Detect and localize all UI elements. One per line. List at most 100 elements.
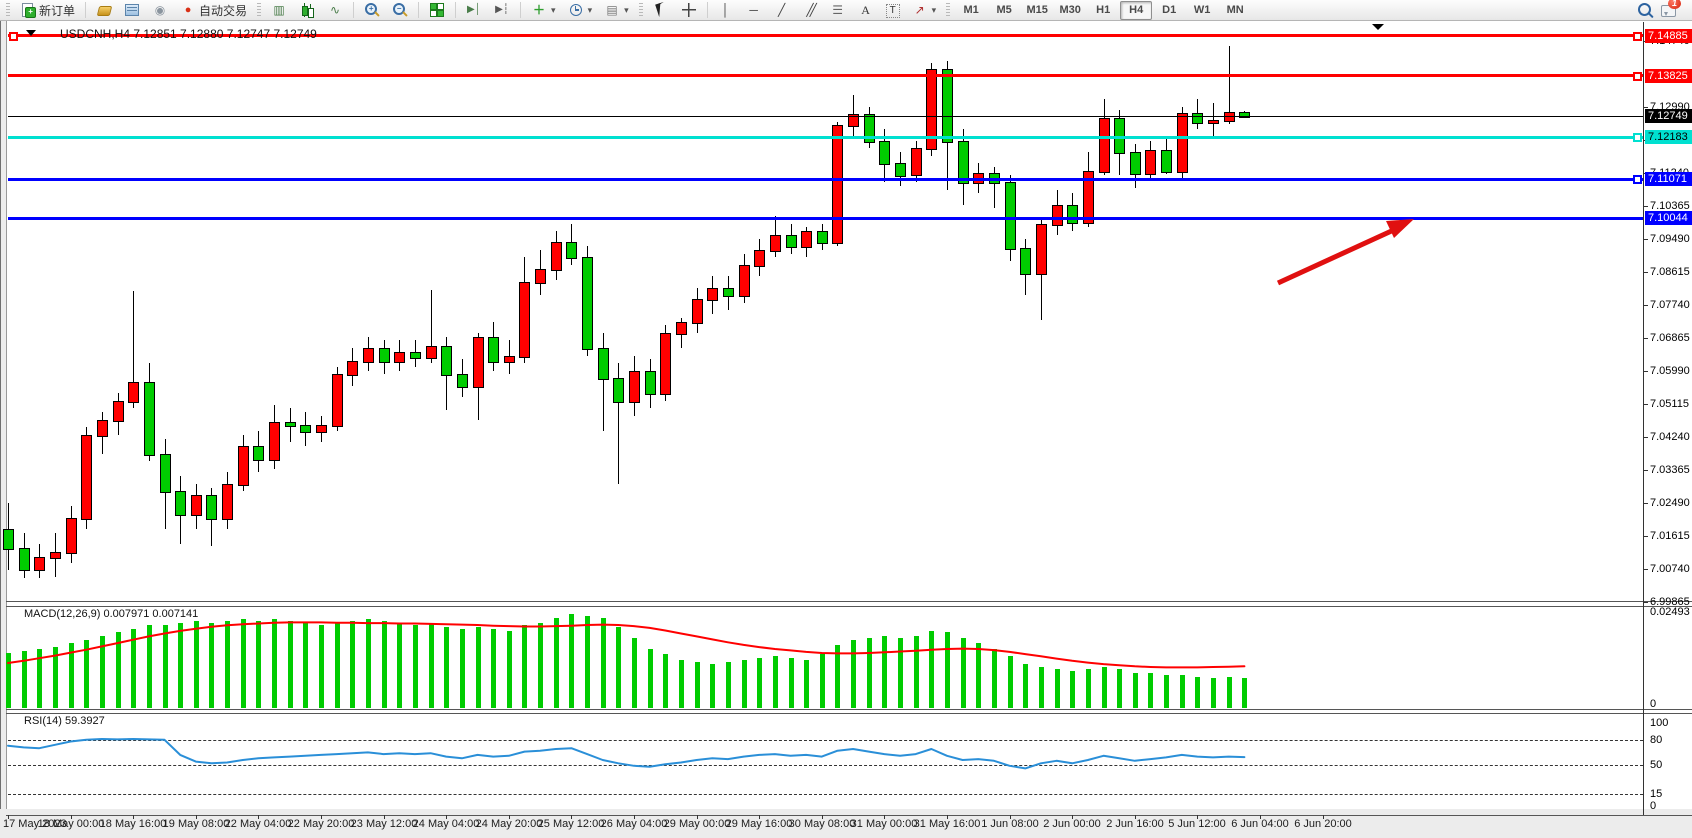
horizontal-line-7.14885[interactable] (8, 34, 1643, 37)
candlestick-type-button[interactable] (294, 0, 320, 20)
macd-histogram-bar (476, 626, 481, 708)
trendline-button[interactable]: ╱ (769, 0, 795, 20)
macd-histogram-bar (397, 623, 402, 708)
timeframe-m5[interactable]: M5 (996, 3, 1012, 16)
line-anchor-marker[interactable] (1633, 32, 1642, 41)
main-toolbar: + 新订单 ◉ ● 自动交易 ▥ ∿ + − ▶│ ▶┆ ＋ ▾ ▾ ▤ ▾ │ ─… (0, 0, 1692, 21)
candle (1005, 182, 1016, 251)
auto-scroll-button[interactable]: ▶│ (461, 0, 487, 20)
candle (566, 242, 577, 260)
candle (958, 140, 969, 185)
tile-windows-button[interactable] (424, 0, 450, 20)
time-tick (1010, 815, 1011, 819)
macd-histogram-bar (616, 626, 621, 708)
symbol-dropdown-icon[interactable] (26, 30, 36, 41)
crosshair-button[interactable] (676, 0, 702, 20)
search-icon[interactable] (1637, 2, 1654, 19)
toolbar-grip[interactable] (638, 3, 643, 17)
macd-histogram-bar (178, 623, 183, 708)
periods-button[interactable]: ▾ (563, 0, 598, 20)
timeframe-m30[interactable]: M30 (1059, 3, 1081, 16)
candle (269, 421, 280, 462)
chart-background[interactable] (7, 0, 1692, 809)
macd-histogram-bar (69, 643, 74, 708)
time-label: 31 May 00:00 (850, 818, 918, 830)
horizontal-line-7.13825[interactable] (8, 74, 1643, 77)
macd-histogram-bar (538, 623, 543, 708)
line-anchor-marker[interactable] (1633, 72, 1642, 81)
toolbar-grip[interactable] (946, 3, 951, 17)
horizontal-line-7.12183[interactable] (8, 136, 1643, 139)
macd-histogram-bar (648, 648, 653, 708)
templates-button[interactable]: ▤ ▾ (599, 0, 634, 20)
bar-chart-type-button[interactable]: ▥ (266, 0, 292, 20)
price-tick-label: 7.10365 (1650, 200, 1690, 212)
timeframe-mn[interactable]: MN (1226, 3, 1244, 16)
horizontal-line-button[interactable]: ─ (741, 0, 767, 20)
chart-shift-marker-icon[interactable] (1372, 24, 1384, 30)
panel-divider[interactable] (6, 709, 1692, 710)
timeframe-d1[interactable]: D1 (1162, 3, 1177, 16)
market-button[interactable] (91, 0, 117, 20)
line-chart-type-button[interactable]: ∿ (322, 0, 348, 20)
window-border-left (0, 0, 1, 809)
price-tick-label: 7.02490 (1650, 497, 1690, 509)
fibonacci-button[interactable]: ☰ (825, 0, 851, 20)
price-tick-label: 6.99865 (1650, 596, 1690, 608)
timeframe-h4[interactable]: H4 (1120, 0, 1153, 20)
signal-button[interactable]: ◉ (147, 0, 173, 20)
line-anchor-marker[interactable] (1633, 133, 1642, 142)
channel-icon: ╱╱ (806, 3, 816, 17)
candlestick-type-icon (299, 2, 315, 18)
panel-divider[interactable] (6, 601, 1692, 602)
macd-histogram-bar (84, 639, 89, 708)
vertical-line-button[interactable]: │ (713, 0, 739, 20)
macd-histogram-bar (350, 621, 355, 708)
candle-wick (603, 332, 604, 431)
autotrading-button[interactable]: ● 自动交易 (175, 0, 252, 20)
candle (34, 557, 45, 571)
chart-shift-button[interactable]: ▶┆ (489, 0, 515, 20)
macd-histogram-bar (695, 661, 700, 708)
macd-histogram-bar (1195, 676, 1200, 708)
macd-histogram-bar (22, 650, 27, 708)
candle (1192, 113, 1203, 125)
line-anchor-marker[interactable] (1633, 175, 1642, 184)
line-anchor-marker[interactable] (9, 32, 18, 41)
time-label: 2 Jun 16:00 (1106, 818, 1164, 830)
text-button[interactable]: A (853, 0, 879, 20)
text-label-button[interactable]: T (881, 0, 905, 20)
price-tick-label: 7.06865 (1650, 332, 1690, 344)
horizontal-line-7.10044[interactable] (8, 217, 1643, 220)
panel-divider[interactable] (6, 713, 1692, 714)
zoom-out-button[interactable]: − (387, 0, 413, 20)
indicators-button[interactable]: ＋ ▾ (526, 0, 561, 20)
candle (676, 321, 687, 335)
candle (1020, 248, 1031, 275)
timeframe-m1[interactable]: M1 (963, 3, 979, 16)
macd-histogram-bar (382, 621, 387, 708)
candle (160, 453, 171, 494)
panel-divider[interactable] (6, 606, 1692, 607)
timeframe-m15[interactable]: M15 (1026, 3, 1048, 16)
new-order-button[interactable]: + 新订单 (15, 0, 80, 20)
horizontal-line-7.11071[interactable] (8, 178, 1643, 181)
zoom-in-button[interactable]: + (359, 0, 385, 20)
candle (848, 114, 859, 128)
time-label: 22 May 20:00 (287, 818, 355, 830)
rsi-label: RSI(14) 59.3927 (24, 715, 105, 727)
price-tick-label: 7.05990 (1650, 365, 1690, 377)
toolbar-grip[interactable] (257, 3, 262, 17)
horizontal-line-7.12749[interactable] (8, 116, 1643, 117)
price-label: 7.11071 (1645, 172, 1692, 186)
charts-window-button[interactable] (119, 0, 145, 20)
toolbar-grip[interactable] (6, 3, 10, 17)
cursor-button[interactable] (648, 0, 674, 20)
channel-button[interactable]: ╱╱ (797, 0, 823, 20)
chat-icon[interactable]: 1 (1661, 0, 1681, 18)
time-label: 5 Jun 12:00 (1168, 818, 1226, 830)
timeframe-h1[interactable]: H1 (1096, 3, 1111, 16)
timeframe-w1[interactable]: W1 (1193, 3, 1211, 16)
arrows-button[interactable]: ↗ ▾ (907, 0, 942, 20)
